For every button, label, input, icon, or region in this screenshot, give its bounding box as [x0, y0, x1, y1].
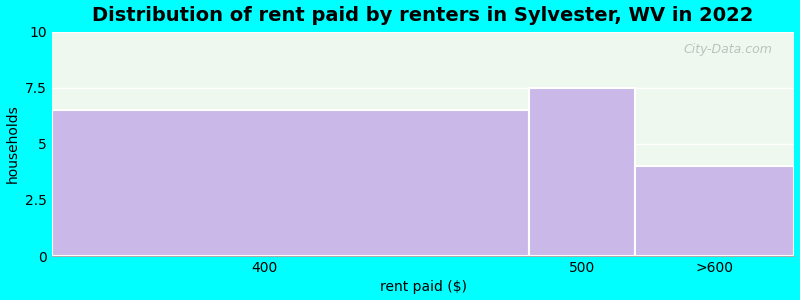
Y-axis label: households: households — [6, 104, 19, 183]
Title: Distribution of rent paid by renters in Sylvester, WV in 2022: Distribution of rent paid by renters in … — [93, 6, 754, 25]
Bar — [530, 88, 635, 256]
Bar — [52, 110, 530, 256]
Text: City-Data.com: City-Data.com — [683, 43, 772, 56]
X-axis label: rent paid ($): rent paid ($) — [380, 280, 466, 294]
Bar — [635, 166, 794, 256]
